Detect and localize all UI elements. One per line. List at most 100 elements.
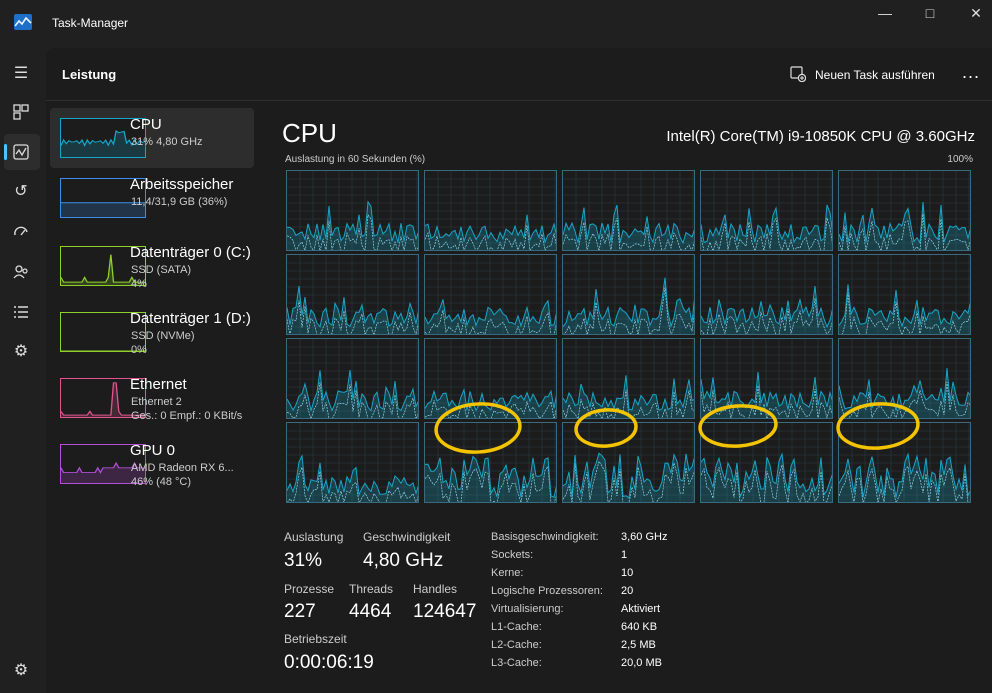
handles-value: 124647 bbox=[413, 601, 477, 622]
sidebar-item-value: 46% (48 °C) bbox=[131, 476, 192, 488]
spec-label: Virtualisierung: bbox=[491, 603, 564, 615]
threads-label: Threads bbox=[349, 582, 394, 596]
menu-icon[interactable]: ☰ bbox=[13, 65, 29, 82]
logical-processor-graph bbox=[700, 170, 833, 251]
task-manager-app-icon bbox=[14, 14, 32, 30]
sidebar-item-0[interactable]: CPU 31% 4,80 GHz bbox=[50, 108, 254, 168]
sidebar-item-title: Ethernet bbox=[130, 376, 187, 393]
title-bar: Task-Manager — □ ✕ bbox=[0, 0, 992, 48]
processes-icon[interactable] bbox=[10, 101, 32, 123]
close-icon[interactable]: ✕ bbox=[970, 5, 982, 21]
sidebar-item-thumbnail bbox=[60, 312, 146, 352]
page-title: Leistung bbox=[62, 67, 117, 82]
auslastung-value: 31% bbox=[284, 550, 323, 571]
prozesse-value: 227 bbox=[284, 601, 316, 622]
sidebar-item-value: 4% bbox=[131, 278, 147, 290]
sidebar-item-1[interactable]: Arbeitsspeicher 11,4/31,9 GB (36%) bbox=[50, 168, 254, 228]
sidebar-item-detail: Ethernet 2 bbox=[131, 396, 182, 408]
cpu-model: Intel(R) Core(TM) i9-10850K CPU @ 3.60GH… bbox=[666, 128, 975, 145]
sidebar-item-title: CPU bbox=[130, 116, 162, 133]
nav-active-indicator bbox=[4, 144, 7, 160]
sidebar-item-thumbnail bbox=[60, 378, 146, 418]
spec-value: 20,0 MB bbox=[621, 657, 662, 669]
logical-processor-graph bbox=[562, 254, 695, 335]
logical-processor-graph bbox=[838, 338, 971, 419]
graph-caption: Auslastung in 60 Sekunden (%) bbox=[285, 154, 426, 165]
sidebar-item-detail: 31% 4,80 GHz bbox=[131, 136, 203, 148]
logical-processor-graph bbox=[424, 170, 557, 251]
spec-label: L1-Cache: bbox=[491, 621, 542, 633]
new-task-icon bbox=[790, 66, 806, 82]
logical-processor-graph bbox=[286, 254, 419, 335]
sidebar-item-detail: AMD Radeon RX 6... bbox=[131, 462, 234, 474]
logical-processor-graph bbox=[286, 422, 419, 503]
sidebar-item-thumbnail bbox=[60, 118, 146, 158]
spec-label: Sockets: bbox=[491, 549, 534, 561]
app-history-icon[interactable]: ↺ bbox=[14, 183, 28, 200]
sidebar-item-thumbnail bbox=[60, 178, 146, 218]
nav-active-highlight bbox=[4, 134, 40, 170]
spec-label: L2-Cache: bbox=[491, 639, 542, 651]
logical-processor-graph bbox=[838, 254, 971, 335]
performance-icon[interactable] bbox=[10, 141, 32, 163]
logical-processor-graph bbox=[286, 170, 419, 251]
spec-value: 20 bbox=[621, 585, 634, 597]
sidebar-item-5[interactable]: GPU 0 AMD Radeon RX 6... 46% (48 °C) bbox=[50, 434, 254, 494]
settings-icon[interactable]: ⚙ bbox=[13, 662, 29, 679]
handles-label: Handles bbox=[413, 582, 458, 596]
spec-value: Aktiviert bbox=[621, 603, 661, 615]
auslastung-label: Auslastung bbox=[284, 530, 344, 544]
maximize-icon[interactable]: □ bbox=[925, 5, 935, 21]
sidebar-item-thumbnail bbox=[60, 444, 146, 484]
startup-apps-icon[interactable] bbox=[10, 221, 32, 243]
new-task-label: Neuen Task ausführen bbox=[815, 68, 935, 82]
graph-max-label: 100% bbox=[947, 154, 973, 165]
minimize-icon[interactable]: — bbox=[878, 5, 892, 21]
sidebar-item-value: 0% bbox=[131, 344, 147, 356]
betriebszeit-value: 0:00:06:19 bbox=[284, 652, 374, 673]
spec-value: 2,5 MB bbox=[621, 639, 656, 651]
logical-processor-graph bbox=[562, 170, 695, 251]
sidebar-item-4[interactable]: Ethernet Ethernet 2 Ges.: 0 Empf.: 0 KBit/… bbox=[50, 368, 254, 428]
betriebszeit-label: Betriebszeit bbox=[284, 632, 347, 646]
spec-value: 3,60 GHz bbox=[621, 531, 668, 543]
sidebar-item-detail: 11,4/31,9 GB (36%) bbox=[131, 196, 228, 208]
logical-processor-graph bbox=[838, 170, 971, 251]
users-icon[interactable] bbox=[10, 261, 32, 283]
spec-label: Basisgeschwindigkeit: bbox=[491, 531, 599, 543]
spec-label: Kerne: bbox=[491, 567, 524, 579]
geschwindigkeit-value: 4,80 GHz bbox=[363, 550, 444, 571]
navigation-rail: ☰ ↺ ⚙ ⚙ bbox=[0, 48, 44, 693]
more-options-button[interactable]: ... bbox=[962, 62, 981, 82]
logical-processor-graph bbox=[424, 254, 557, 335]
logical-processor-graph bbox=[562, 422, 695, 503]
cpu-heading: CPU bbox=[282, 118, 337, 148]
logical-processor-graph bbox=[286, 338, 419, 419]
sidebar-item-title: Datenträger 0 (C:) bbox=[130, 244, 251, 261]
logical-processor-graph bbox=[424, 338, 557, 419]
prozesse-label: Prozesse bbox=[284, 582, 335, 596]
sidebar-item-detail: SSD (NVMe) bbox=[131, 330, 195, 342]
geschwindigkeit-label: Geschwindigkeit bbox=[363, 530, 451, 544]
logical-processor-graph bbox=[424, 422, 557, 503]
sidebar-item-thumbnail bbox=[60, 246, 146, 286]
logical-processor-graph bbox=[700, 254, 833, 335]
spec-value: 1 bbox=[621, 549, 628, 561]
sidebar-item-title: Datenträger 1 (D:) bbox=[130, 310, 251, 327]
spec-label: L3-Cache: bbox=[491, 657, 542, 669]
details-icon[interactable] bbox=[10, 301, 32, 323]
sidebar-item-detail: SSD (SATA) bbox=[131, 264, 192, 276]
logical-processor-graph bbox=[562, 338, 695, 419]
spec-value: 640 KB bbox=[621, 621, 658, 633]
spec-value: 10 bbox=[621, 567, 634, 579]
sidebar-item-2[interactable]: Datenträger 0 (C:) SSD (SATA) 4% bbox=[50, 236, 254, 296]
logical-processor-graph bbox=[838, 422, 971, 503]
sidebar-item-value: Ges.: 0 Empf.: 0 KBit/s bbox=[131, 410, 243, 422]
sidebar-item-title: Arbeitsspeicher bbox=[130, 176, 234, 193]
sidebar-item-3[interactable]: Datenträger 1 (D:) SSD (NVMe) 0% bbox=[50, 302, 254, 362]
sidebar-item-title: GPU 0 bbox=[130, 442, 176, 459]
services-icon[interactable]: ⚙ bbox=[13, 343, 29, 360]
threads-value: 4464 bbox=[349, 601, 392, 622]
spec-label: Logische Prozessoren: bbox=[491, 585, 603, 597]
main-content: Leistung Neuen Task ausführen ... CPU 31%… bbox=[46, 48, 992, 693]
